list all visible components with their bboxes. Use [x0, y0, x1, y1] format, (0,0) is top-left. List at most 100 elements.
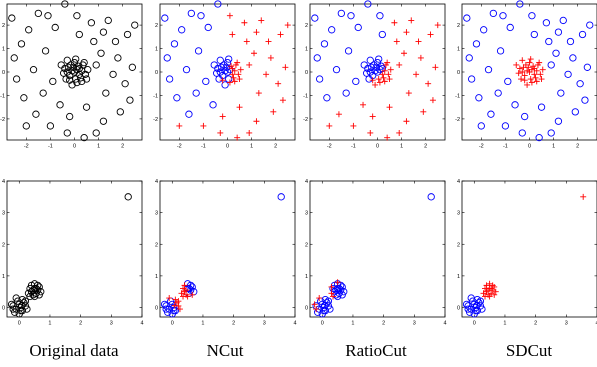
caption-original-data: Original data [29, 341, 119, 360]
data-point [284, 22, 291, 29]
data-point [526, 59, 533, 66]
data-point [178, 290, 185, 297]
y-tick-label: 2 [305, 242, 308, 248]
data-point [564, 70, 572, 78]
data-point [465, 54, 473, 62]
data-point [396, 129, 403, 136]
data-point [217, 63, 226, 71]
data-point [463, 14, 471, 22]
data-point [121, 80, 129, 88]
data-point [513, 61, 520, 68]
data-point [518, 129, 526, 137]
data-point [181, 288, 188, 295]
data-point [521, 77, 528, 84]
data-point [263, 71, 270, 78]
data-point [64, 63, 73, 71]
data-point [81, 70, 89, 78]
x-tick-label: 3 [263, 321, 266, 327]
data-point [214, 0, 222, 8]
data-point [380, 74, 387, 81]
data-point [533, 78, 540, 85]
x-tick-label: 2 [121, 144, 124, 150]
data-point [194, 47, 203, 55]
data-point [12, 294, 20, 302]
data-point [180, 285, 187, 292]
data-point [20, 94, 28, 102]
y-tick-label: 0 [305, 306, 308, 312]
data-point [569, 54, 577, 62]
data-point [10, 54, 18, 62]
y-tick-label: 0 [2, 70, 5, 76]
data-point [35, 291, 43, 299]
y-tick-label: 4 [305, 179, 308, 185]
x-tick-label: 1 [201, 321, 204, 327]
data-point [172, 296, 179, 303]
data-point [223, 58, 232, 67]
data-point [571, 108, 579, 116]
data-point [175, 298, 182, 305]
data-point [473, 301, 481, 310]
data-point [109, 70, 117, 78]
data-point [528, 12, 536, 20]
data-point [235, 71, 242, 78]
data-point [527, 76, 534, 83]
data-point [530, 30, 538, 39]
data-point [417, 54, 424, 61]
data-point [364, 0, 372, 8]
data-point [519, 69, 526, 75]
plot-frame [159, 180, 296, 318]
data-point [476, 297, 485, 305]
data-point [516, 65, 523, 72]
data-point [337, 9, 345, 18]
data-point [381, 67, 388, 74]
data-point [56, 101, 64, 109]
data-point [367, 129, 374, 136]
x-tick-label: -1 [503, 144, 508, 150]
data-point [32, 110, 40, 118]
y-tick-label: 2 [155, 23, 158, 29]
data-point [116, 108, 124, 116]
data-point [494, 89, 502, 97]
y-tick-label: -1 [0, 93, 5, 99]
data-point [277, 193, 285, 201]
data-point [60, 69, 68, 77]
x-tick-label: 2 [424, 144, 427, 150]
data-point [176, 122, 183, 129]
data-point [487, 110, 495, 118]
data-point [210, 61, 218, 69]
y-tick-label: 4 [2, 179, 5, 185]
data-point [536, 59, 543, 66]
data-point [369, 77, 376, 84]
data-point [315, 75, 324, 83]
data-point [17, 307, 25, 315]
data-point [255, 90, 262, 97]
data-point [511, 101, 519, 109]
data-point [516, 0, 524, 8]
data-point [61, 0, 69, 8]
data-point [18, 301, 26, 310]
data-point [128, 63, 137, 71]
x-tick-label: 0 [171, 321, 174, 327]
data-point [49, 77, 57, 86]
data-point [73, 12, 81, 20]
data-point [524, 67, 531, 74]
data-point [434, 22, 441, 29]
x-tick-label: 1 [351, 321, 354, 327]
data-point [63, 56, 71, 64]
data-point [403, 29, 410, 36]
data-point [538, 76, 545, 83]
data-point [92, 61, 100, 69]
data-point [282, 64, 289, 71]
data-point [387, 66, 394, 73]
x-tick-label: 0 [226, 144, 229, 150]
y-tick-label: 1 [2, 274, 5, 280]
y-tick-label: 2 [155, 242, 158, 248]
data-point [370, 61, 378, 69]
data-point [57, 61, 65, 69]
data-point [484, 66, 493, 74]
data-point [378, 30, 386, 39]
y-tick-label: 3 [457, 211, 460, 217]
data-point [542, 19, 551, 27]
data-point [554, 117, 563, 125]
x-tick-label: -1 [351, 144, 356, 150]
